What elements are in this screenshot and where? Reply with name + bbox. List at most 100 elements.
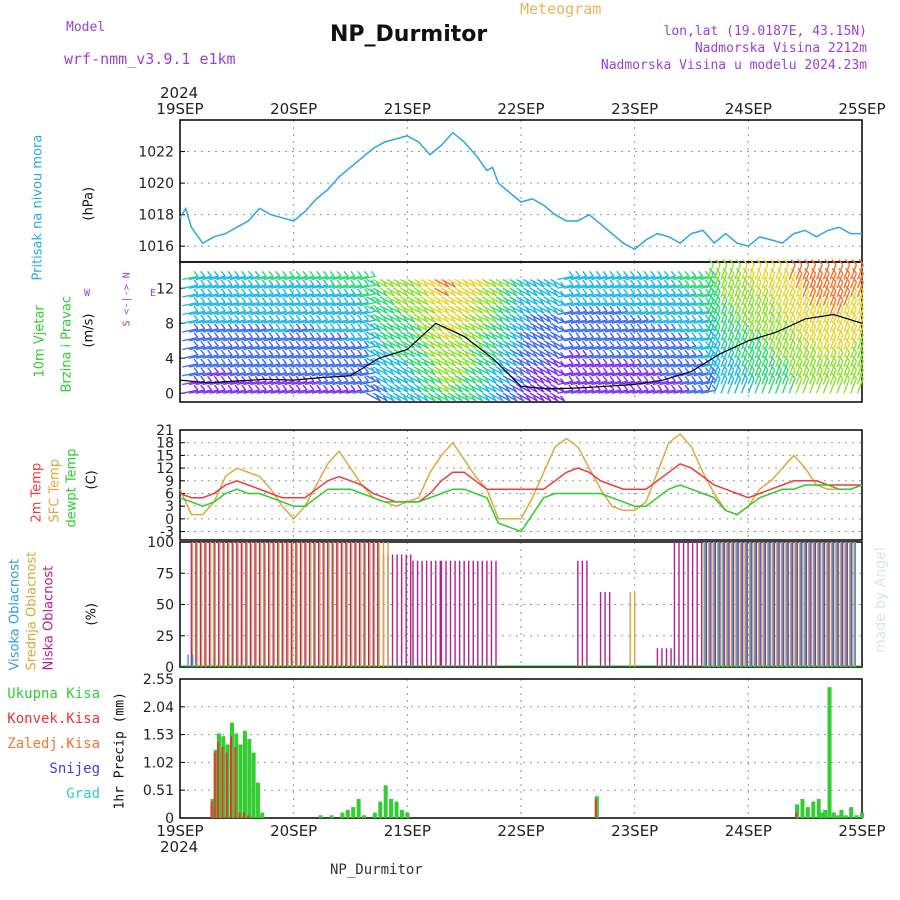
wind-barb	[393, 278, 409, 288]
wind-barb-tick	[220, 305, 226, 312]
wind-barb-tick	[444, 290, 450, 297]
wind-barb	[325, 319, 342, 324]
wind-barb-tick	[636, 375, 642, 382]
wind-barb	[536, 357, 552, 367]
wind-barb-tick	[464, 325, 470, 332]
wind-barb-tick	[382, 307, 388, 314]
wind-barb-tick	[609, 305, 615, 312]
legend-hail: Grad	[66, 786, 100, 802]
wind-barb-tick	[357, 323, 363, 330]
wind-barb	[427, 331, 443, 341]
wind-barb	[557, 345, 574, 351]
wind-barb-tick	[389, 369, 395, 376]
wind-barb	[809, 343, 817, 359]
wind-barb-tick	[582, 297, 588, 304]
wind-barb-tick	[295, 375, 301, 382]
wind-barb-tick	[322, 314, 329, 321]
wind-barb-tick	[616, 314, 622, 321]
wind-barb-tick	[316, 332, 322, 339]
wind-barb	[229, 345, 246, 351]
wind-barb-tick	[254, 270, 260, 277]
wind-barb	[386, 305, 402, 315]
wind-barb-tick	[322, 323, 329, 330]
wind-barb-tick	[309, 270, 315, 277]
wind-barb	[475, 313, 490, 323]
wind-barb	[577, 389, 594, 394]
wind-barb-tick	[858, 259, 864, 266]
wind-barb-tick	[602, 367, 608, 374]
wind-barb	[257, 319, 274, 324]
wind-barb	[625, 328, 642, 333]
wind-barb	[291, 275, 308, 281]
wind-barb	[809, 273, 817, 289]
wind-barb-tick	[498, 299, 504, 306]
wind-barb	[406, 287, 422, 297]
wind-barb	[611, 301, 628, 307]
wind-barb-tick	[450, 307, 457, 314]
wind-barb	[557, 319, 574, 324]
wind-barb-tick	[389, 316, 395, 323]
wind-barb-tick	[200, 270, 206, 277]
wind-barb	[570, 336, 587, 342]
wind-barb-tick	[403, 316, 409, 323]
wind-barb	[182, 284, 199, 289]
wind-barb	[604, 345, 621, 351]
wind-barb	[359, 380, 376, 386]
wind-barb-tick	[396, 334, 402, 341]
wind-barb	[427, 383, 443, 393]
wind-barb-tick	[485, 299, 491, 306]
wind-barb	[774, 273, 783, 289]
wind-barb	[822, 325, 830, 342]
wind-barb	[188, 301, 205, 307]
wind-barb-tick	[643, 279, 649, 286]
wind-barb	[795, 360, 803, 377]
wind-barb	[795, 351, 803, 368]
wind-barb	[747, 308, 755, 324]
wind-barb	[195, 345, 212, 351]
wind-barb-tick	[575, 349, 581, 356]
wind-barb-tick	[629, 367, 635, 374]
wind-barb	[774, 360, 783, 377]
wind-barb-tick	[193, 349, 199, 356]
wind-barb-tick	[410, 299, 416, 306]
wind-barb	[618, 275, 635, 281]
wind-barb	[713, 325, 721, 342]
wind-barb	[536, 278, 552, 288]
wind-barb	[822, 316, 830, 333]
wind-barb	[188, 328, 205, 333]
wind-barb	[564, 310, 581, 316]
temp-ytick: -3	[160, 525, 174, 541]
wind-barb	[522, 278, 538, 288]
wind-barb-tick	[389, 377, 395, 384]
wind-barb	[536, 375, 552, 385]
wind-barb	[359, 293, 376, 298]
wind-barb-tick	[519, 351, 525, 358]
wind-barb-tick	[363, 279, 370, 286]
wind-barb-tick	[457, 360, 463, 367]
wind-barb-tick	[568, 279, 574, 286]
wind-barb-tick	[582, 305, 588, 312]
wind-barb	[223, 319, 240, 324]
wind-barb-tick	[650, 375, 656, 382]
wind-barb-tick	[410, 360, 416, 367]
wind-barb	[209, 345, 226, 351]
wind-barb	[325, 301, 342, 307]
wind-barb	[379, 313, 395, 323]
wind-barb-tick	[519, 342, 525, 349]
wind-barb	[188, 310, 205, 316]
wind-barb-tick	[350, 279, 356, 286]
wind-barb	[570, 371, 587, 377]
wind-barb-tick	[560, 290, 566, 297]
wind-barb	[413, 322, 429, 332]
wind-barb-tick	[568, 367, 574, 374]
wind-barb-tick	[343, 340, 349, 347]
wind-barb-tick	[268, 314, 274, 321]
wind-barb	[781, 264, 789, 280]
wind-barb-tick	[471, 369, 477, 376]
wind-barb	[284, 389, 301, 394]
wind-barb	[577, 363, 594, 368]
wind-barb	[815, 351, 823, 368]
wind-barb	[325, 389, 342, 394]
wind-barb-tick	[343, 305, 349, 312]
wind-barb-tick	[363, 349, 370, 356]
